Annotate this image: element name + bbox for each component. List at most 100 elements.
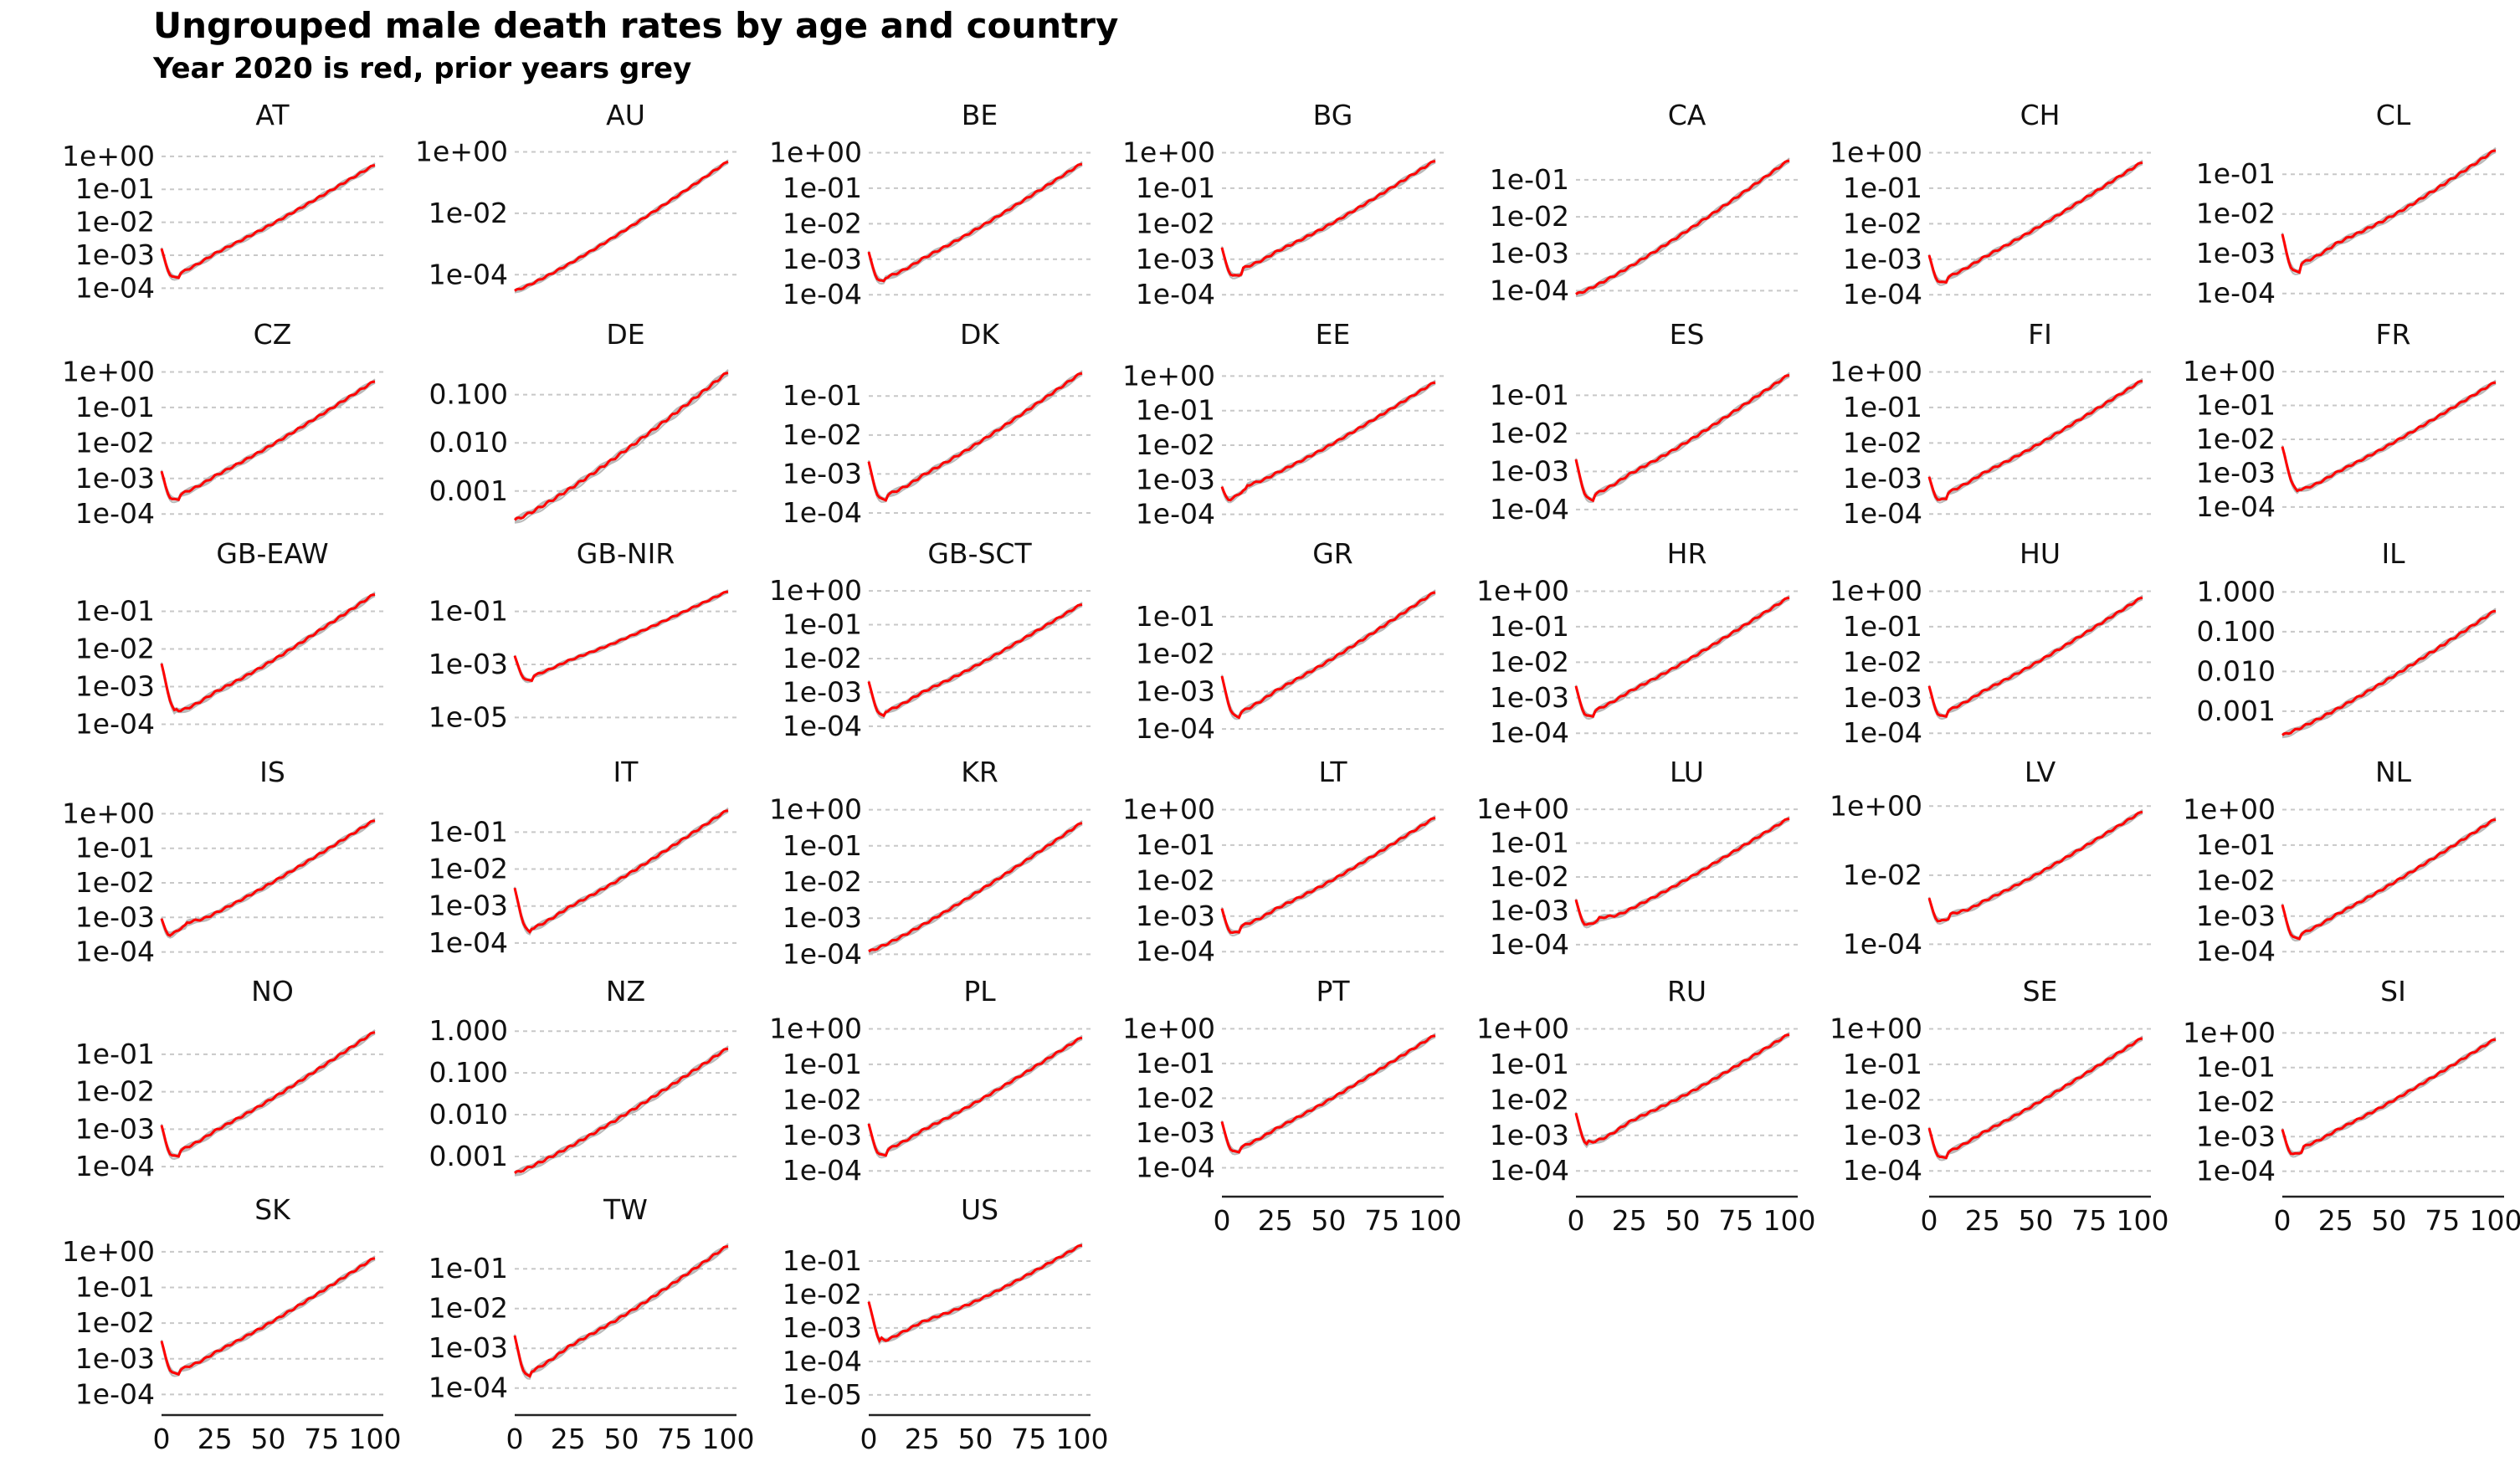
y-tick-label: 1e-02: [429, 853, 508, 885]
y-tick-label: 1e-04: [1843, 497, 1922, 530]
panel-title: AU: [606, 99, 645, 131]
y-tick-label: 1e-01: [1843, 172, 1922, 204]
series-prior-years-line: [868, 1038, 1083, 1159]
y-tick-label: 1e-02: [1843, 1083, 1922, 1115]
series-2020-line: [2281, 818, 2497, 941]
x-tick-label: 0: [1568, 1204, 1585, 1237]
series-2020-line: [2281, 609, 2497, 736]
x-tick-label: 75: [1011, 1423, 1046, 1455]
y-tick-label: 1e-01: [1490, 1048, 1569, 1080]
panel-title: SE: [2023, 975, 2058, 1008]
series-prior-years-line: [1575, 819, 1790, 929]
y-tick-label: 1e-02: [783, 207, 862, 239]
series-prior-years-line: [1221, 593, 1436, 720]
y-tick-label: 1e-04: [75, 271, 155, 304]
panel-title: BG: [1313, 99, 1353, 131]
y-tick-label: 1e-02: [1490, 200, 1569, 233]
series-prior-years-line: [514, 159, 729, 291]
series-2020-line: [160, 1257, 376, 1377]
x-tick-label: 50: [1311, 1204, 1347, 1237]
panel-title: CL: [2376, 99, 2411, 131]
series-prior-years-line: [1221, 379, 1436, 498]
series-2020-line: [1220, 160, 1436, 277]
y-tick-label: 1e-04: [1490, 493, 1569, 526]
y-tick-label: 1e-02: [1136, 638, 1215, 670]
y-tick-label: 1e-02: [783, 865, 862, 898]
series-prior-years-line: [868, 602, 1083, 716]
series-prior-years-line: [1221, 1036, 1436, 1156]
y-tick-label: 1e-01: [1136, 1047, 1215, 1079]
y-tick-label: 1e-01: [783, 608, 862, 641]
series-prior-years-line: [1928, 594, 2143, 716]
panel-title: CH: [2020, 99, 2061, 131]
y-tick-label: 1e-04: [1490, 274, 1569, 306]
y-tick-label: 1e-04: [2196, 1155, 2276, 1187]
y-tick-label: 1e-01: [1490, 378, 1569, 411]
series-prior-years-line: [2281, 151, 2497, 275]
y-tick-label: 1e-02: [1490, 645, 1569, 678]
series-prior-years-line: [1575, 1033, 1790, 1145]
x-tick-label: 75: [304, 1423, 339, 1455]
y-tick-label: 0.001: [429, 474, 508, 507]
y-tick-label: 1e-02: [75, 426, 155, 459]
x-tick-label: 0: [506, 1423, 524, 1455]
y-tick-label: 1e-04: [1843, 927, 1922, 960]
series-prior-years-line: [161, 1029, 376, 1156]
y-tick-label: 1e-04: [75, 1377, 155, 1410]
series-prior-years-line: [161, 378, 376, 500]
panel-il: IL 1.000 0.100 0.010 0.001: [2197, 537, 2504, 739]
series-2020-line: [160, 593, 376, 713]
panel-title: IL: [2381, 537, 2405, 570]
y-tick-label: 1e-01: [75, 1038, 155, 1070]
panel-title: GB-EAW: [216, 537, 328, 570]
panel-de: DE 0.100 0.010 0.001: [429, 318, 736, 524]
y-tick-label: 1e-03: [75, 1112, 155, 1145]
series-prior-years-line: [514, 1243, 729, 1377]
panel-title: EE: [1316, 318, 1351, 351]
series-prior-years-line: [1928, 382, 2143, 504]
panel-title: LU: [1670, 756, 1704, 788]
x-tick-label: 25: [1965, 1204, 2000, 1237]
series-prior-years-line: [514, 1247, 729, 1380]
x-tick-label: 100: [1763, 1204, 1816, 1237]
series-prior-years-line: [1928, 377, 2143, 499]
series-prior-years-line: [2281, 608, 2497, 735]
series-prior-years-line: [1221, 818, 1436, 937]
y-tick-label: 1e-03: [2196, 900, 2276, 932]
y-tick-label: 1e-02: [1136, 1081, 1215, 1114]
series-prior-years-line: [514, 807, 729, 932]
panel-title: SK: [254, 1193, 291, 1226]
series-prior-years-line: [2281, 381, 2497, 492]
y-tick-label: 1e-01: [75, 594, 155, 627]
y-tick-label: 1e-01: [2196, 157, 2276, 190]
x-tick-label: 100: [2117, 1204, 2169, 1237]
panel-title: SI: [2380, 975, 2406, 1008]
panel-title: FI: [2028, 318, 2052, 351]
panel-title: BE: [962, 99, 998, 131]
y-tick-label: 1e-03: [1136, 243, 1215, 275]
y-tick-label: 1e-03: [1843, 243, 1922, 275]
panel-no: NO 1e-01 1e-02 1e-03 1e-04: [75, 975, 383, 1182]
y-tick-label: 1e-02: [75, 1075, 155, 1108]
series-prior-years-line: [1928, 1038, 2143, 1161]
y-tick-label: 1e-01: [1843, 1048, 1922, 1080]
x-tick-label: 25: [2318, 1204, 2353, 1237]
series-2020-line: [1220, 817, 1436, 935]
panel-title: DE: [606, 318, 644, 351]
y-tick-label: 1e-03: [1490, 454, 1569, 487]
y-tick-label: 0.010: [429, 1098, 508, 1131]
series-2020-line: [867, 162, 1083, 283]
y-tick-label: 1e-03: [1136, 1116, 1215, 1149]
y-tick-label: 1e-03: [429, 648, 508, 680]
series-prior-years-line: [868, 1034, 1083, 1155]
series-prior-years-line: [1575, 157, 1790, 295]
y-tick-label: 1e-01: [783, 1048, 862, 1080]
y-tick-label: 1e-04: [75, 936, 155, 968]
y-tick-label: 1e-03: [2196, 456, 2276, 489]
